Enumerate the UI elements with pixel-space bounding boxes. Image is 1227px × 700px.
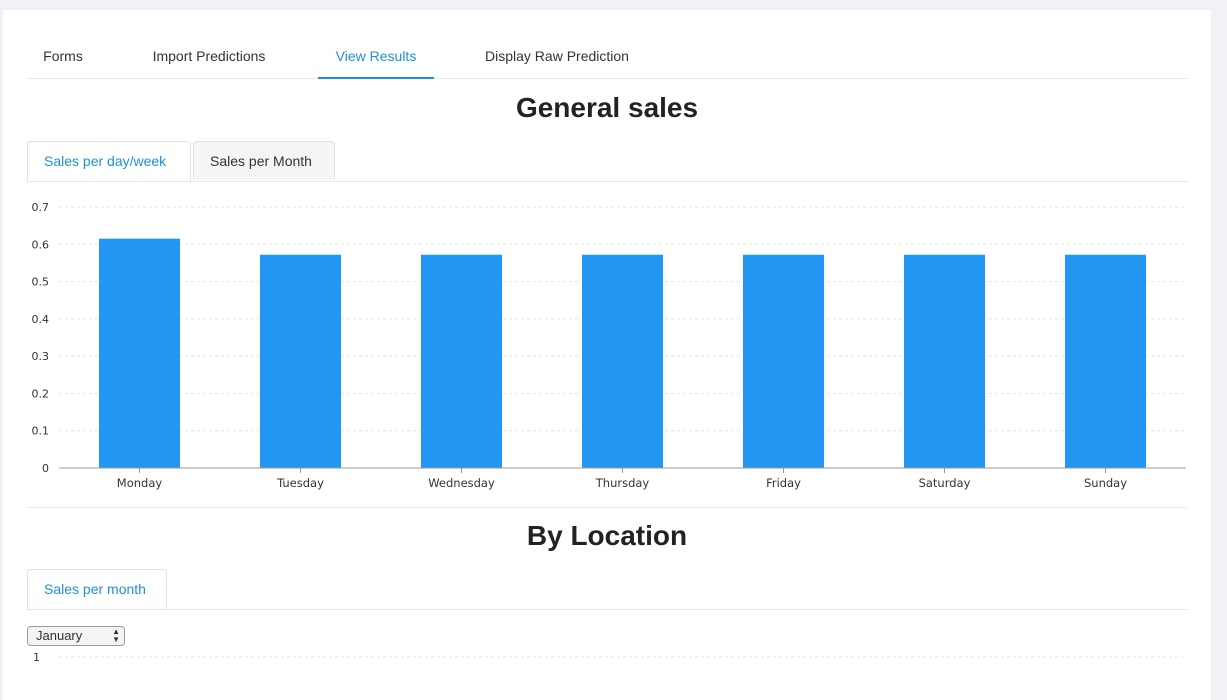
- y-tick-label: 0: [42, 462, 49, 475]
- month-select-value: January: [36, 628, 83, 643]
- main-card: Forms Import Predictions View Results Di…: [3, 10, 1211, 700]
- y-tick-label: 0.6: [32, 238, 50, 251]
- by-location-title: By Location: [526, 520, 688, 551]
- y-tick-label: 1: [33, 651, 40, 664]
- bar-tuesday: [260, 254, 341, 468]
- y-tick-label: 0.7: [32, 201, 50, 214]
- bar-friday: [743, 254, 824, 468]
- y-tick-label: 0.4: [32, 313, 50, 326]
- tab-display-raw-prediction[interactable]: Display Raw Prediction: [485, 48, 629, 64]
- tab-import-predictions[interactable]: Import Predictions: [152, 48, 266, 64]
- select-arrows-icon: ▲ ▼: [112, 627, 120, 644]
- section-divider: [27, 507, 1187, 508]
- x-tick-label: Monday: [117, 476, 163, 490]
- x-tick-label: Wednesday: [428, 476, 495, 490]
- y-tick-label: 0.2: [32, 387, 50, 400]
- x-tick-label: Sunday: [1084, 476, 1127, 490]
- tab-sales-per-month[interactable]: Sales per Month: [193, 141, 335, 180]
- bar-sunday: [1065, 254, 1146, 468]
- bar-thursday: [582, 254, 663, 468]
- general-sales-title: General sales: [515, 92, 699, 123]
- x-tick-label: Tuesday: [276, 476, 324, 490]
- x-tick-label: Saturday: [919, 476, 971, 490]
- location-chart: 1: [33, 651, 1183, 664]
- tab-sales-per-day-week[interactable]: Sales per day/week: [27, 141, 191, 181]
- month-select[interactable]: January ▲ ▼: [27, 626, 125, 646]
- bar-saturday: [904, 254, 985, 468]
- bar-wednesday: [421, 254, 502, 468]
- y-tick-label: 0.3: [32, 350, 50, 363]
- tab-forms[interactable]: Forms: [43, 48, 83, 64]
- sales-per-day-chart: 0 0.1 0.2 0.3 0.4 0.5 0.6 0.7 Monday Tuesday Wedne…: [32, 201, 1186, 490]
- by-location-tabs: Sales per month: [27, 569, 1187, 610]
- top-nav-tabs: Forms Import Predictions View Results Di…: [27, 44, 1187, 79]
- y-tick-label: 0.5: [32, 276, 50, 289]
- general-sales-tabs: Sales per day/week Sales per Month: [27, 141, 1187, 182]
- tab-location-sales-per-month[interactable]: Sales per month: [27, 569, 167, 609]
- bar-monday: [99, 238, 180, 468]
- x-tick-label: Thursday: [595, 476, 650, 490]
- tab-view-results[interactable]: View Results: [318, 44, 434, 79]
- x-tick-label: Friday: [766, 476, 801, 490]
- y-tick-label: 0.1: [32, 425, 50, 438]
